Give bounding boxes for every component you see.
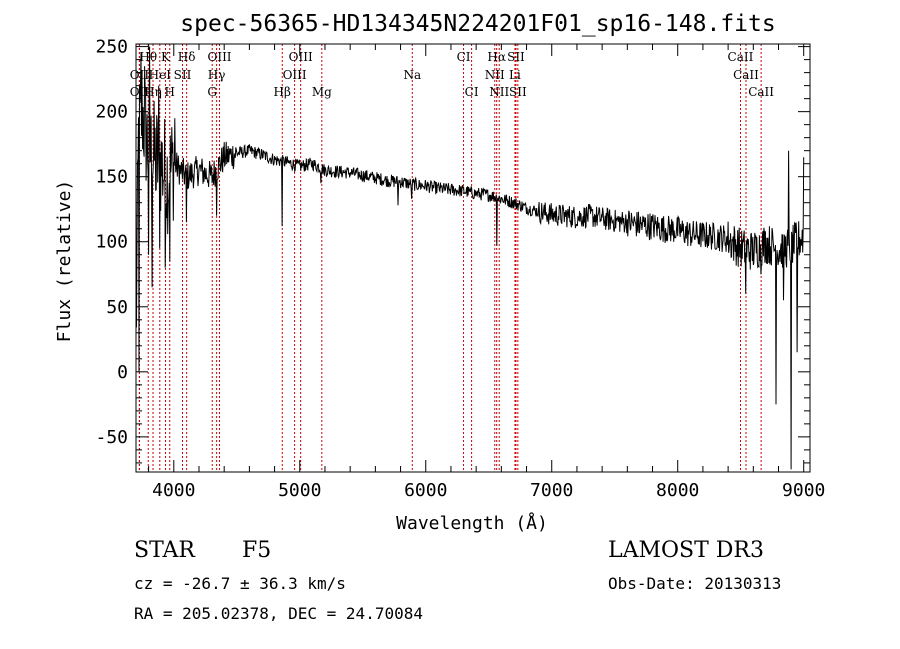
line-label: K xyxy=(161,50,171,64)
line-label: SII xyxy=(509,85,527,99)
y-tick-label: 0 xyxy=(117,362,128,383)
y-tick-label: 50 xyxy=(106,297,128,318)
object-class: STAR xyxy=(134,538,195,563)
x-tick-label: 5000 xyxy=(278,480,321,501)
x-tick-label: 7000 xyxy=(530,480,573,501)
line-label: Hθ xyxy=(139,50,157,64)
y-axis-label: Flux (relative) xyxy=(54,180,75,343)
object-subclass: F5 xyxy=(242,538,272,563)
y-tick-label: 250 xyxy=(95,37,128,58)
line-label: OIII xyxy=(289,50,313,64)
x-tick-label: 9000 xyxy=(782,480,825,501)
line-label: Hη xyxy=(144,85,162,99)
line-label: Li xyxy=(509,68,521,82)
line-label: CaII xyxy=(728,50,754,64)
line-label: CI xyxy=(465,85,479,99)
line-label: NII xyxy=(489,85,509,99)
y-tick-label: 150 xyxy=(95,167,128,188)
spectral-line-markers xyxy=(138,44,762,472)
line-label: CaII xyxy=(733,68,759,82)
line-label: Hβ xyxy=(274,85,291,99)
line-label: NII xyxy=(485,68,505,82)
line-label: CaII xyxy=(748,85,774,99)
line-label: H xyxy=(165,85,175,99)
line-label: OIII xyxy=(283,68,307,82)
line-label: SII xyxy=(174,68,192,82)
coordinates: RA = 205.02378, DEC = 24.70084 xyxy=(134,604,423,623)
line-label: Hα xyxy=(487,50,506,64)
axis-ticks: 4000 5000 6000 7000 8000 9000 -50 0 50 100 150 200 2… xyxy=(95,37,825,501)
y-tick-label: 200 xyxy=(95,102,128,123)
y-tick-label: -50 xyxy=(95,427,128,448)
survey-name: LAMOST DR3 xyxy=(608,538,764,563)
line-label: Hγ xyxy=(208,68,226,82)
x-axis-label: Wavelength (Å) xyxy=(396,512,548,534)
line-label: G xyxy=(207,85,217,99)
y-tick-label: 100 xyxy=(95,232,128,253)
line-label: SII xyxy=(507,50,525,64)
observation-date: Obs-Date: 20130313 xyxy=(608,574,782,593)
chart-title: spec-56365-HD134345N224201F01_sp16-148.f… xyxy=(180,11,775,37)
line-label: HeI xyxy=(149,68,172,82)
line-label: OII xyxy=(130,68,150,82)
x-tick-label: 6000 xyxy=(404,480,447,501)
spectrum-line xyxy=(135,46,805,470)
plot-frame xyxy=(135,43,811,473)
line-label: Na xyxy=(403,68,421,82)
redshift-velocity: cz = -26.7 ± 36.3 km/s xyxy=(134,574,346,593)
x-tick-label: 4000 xyxy=(152,480,195,501)
line-label: Hδ xyxy=(178,50,196,64)
line-label: OIII xyxy=(207,50,231,64)
line-label: Mg xyxy=(312,85,332,99)
x-tick-label: 8000 xyxy=(656,480,699,501)
line-label: CI xyxy=(457,50,471,64)
